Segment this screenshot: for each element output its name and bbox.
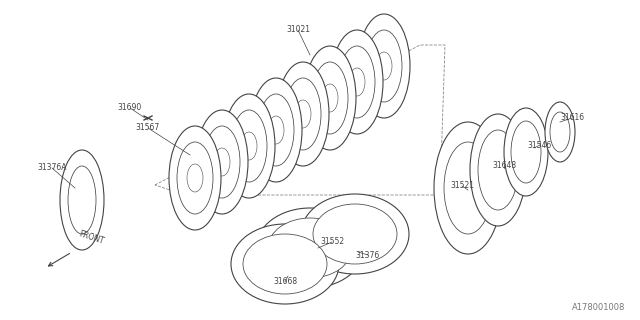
Ellipse shape (349, 68, 365, 96)
Ellipse shape (313, 204, 397, 264)
Text: 31648: 31648 (492, 161, 516, 170)
Ellipse shape (258, 94, 294, 166)
Text: 31521: 31521 (450, 181, 474, 190)
Ellipse shape (60, 150, 104, 250)
Ellipse shape (478, 130, 518, 210)
Text: 31376A: 31376A (37, 164, 67, 172)
Ellipse shape (223, 94, 275, 198)
Ellipse shape (204, 126, 240, 198)
Text: 31021: 31021 (286, 26, 310, 35)
Ellipse shape (331, 30, 383, 134)
Ellipse shape (301, 194, 409, 274)
Ellipse shape (470, 114, 526, 226)
Ellipse shape (366, 30, 402, 102)
Ellipse shape (358, 14, 410, 118)
Ellipse shape (196, 110, 248, 214)
Text: A178001008: A178001008 (572, 303, 625, 312)
Ellipse shape (550, 112, 570, 152)
Ellipse shape (231, 110, 267, 182)
Ellipse shape (68, 166, 96, 234)
Ellipse shape (177, 142, 213, 214)
Text: 31616: 31616 (560, 114, 584, 123)
Ellipse shape (545, 102, 575, 162)
Ellipse shape (277, 62, 329, 166)
Ellipse shape (295, 100, 311, 128)
Ellipse shape (256, 208, 364, 288)
Text: 31668: 31668 (273, 277, 297, 286)
Ellipse shape (322, 84, 338, 112)
Text: 31376: 31376 (356, 251, 380, 260)
Text: 31690: 31690 (118, 103, 142, 113)
Ellipse shape (214, 148, 230, 176)
Text: 31567: 31567 (136, 124, 160, 132)
Ellipse shape (285, 78, 321, 150)
Ellipse shape (268, 116, 284, 144)
Text: FRONT: FRONT (78, 229, 106, 246)
Ellipse shape (434, 122, 502, 254)
Ellipse shape (243, 234, 327, 294)
Text: 31546: 31546 (528, 140, 552, 149)
Ellipse shape (169, 126, 221, 230)
Ellipse shape (241, 132, 257, 160)
Ellipse shape (268, 218, 352, 278)
Ellipse shape (376, 52, 392, 80)
Ellipse shape (339, 46, 375, 118)
Ellipse shape (304, 46, 356, 150)
Ellipse shape (312, 62, 348, 134)
Ellipse shape (504, 108, 548, 196)
Ellipse shape (187, 164, 203, 192)
Ellipse shape (444, 142, 492, 234)
Ellipse shape (231, 224, 339, 304)
Ellipse shape (250, 78, 302, 182)
Text: 31552: 31552 (320, 237, 344, 246)
Ellipse shape (511, 121, 541, 183)
